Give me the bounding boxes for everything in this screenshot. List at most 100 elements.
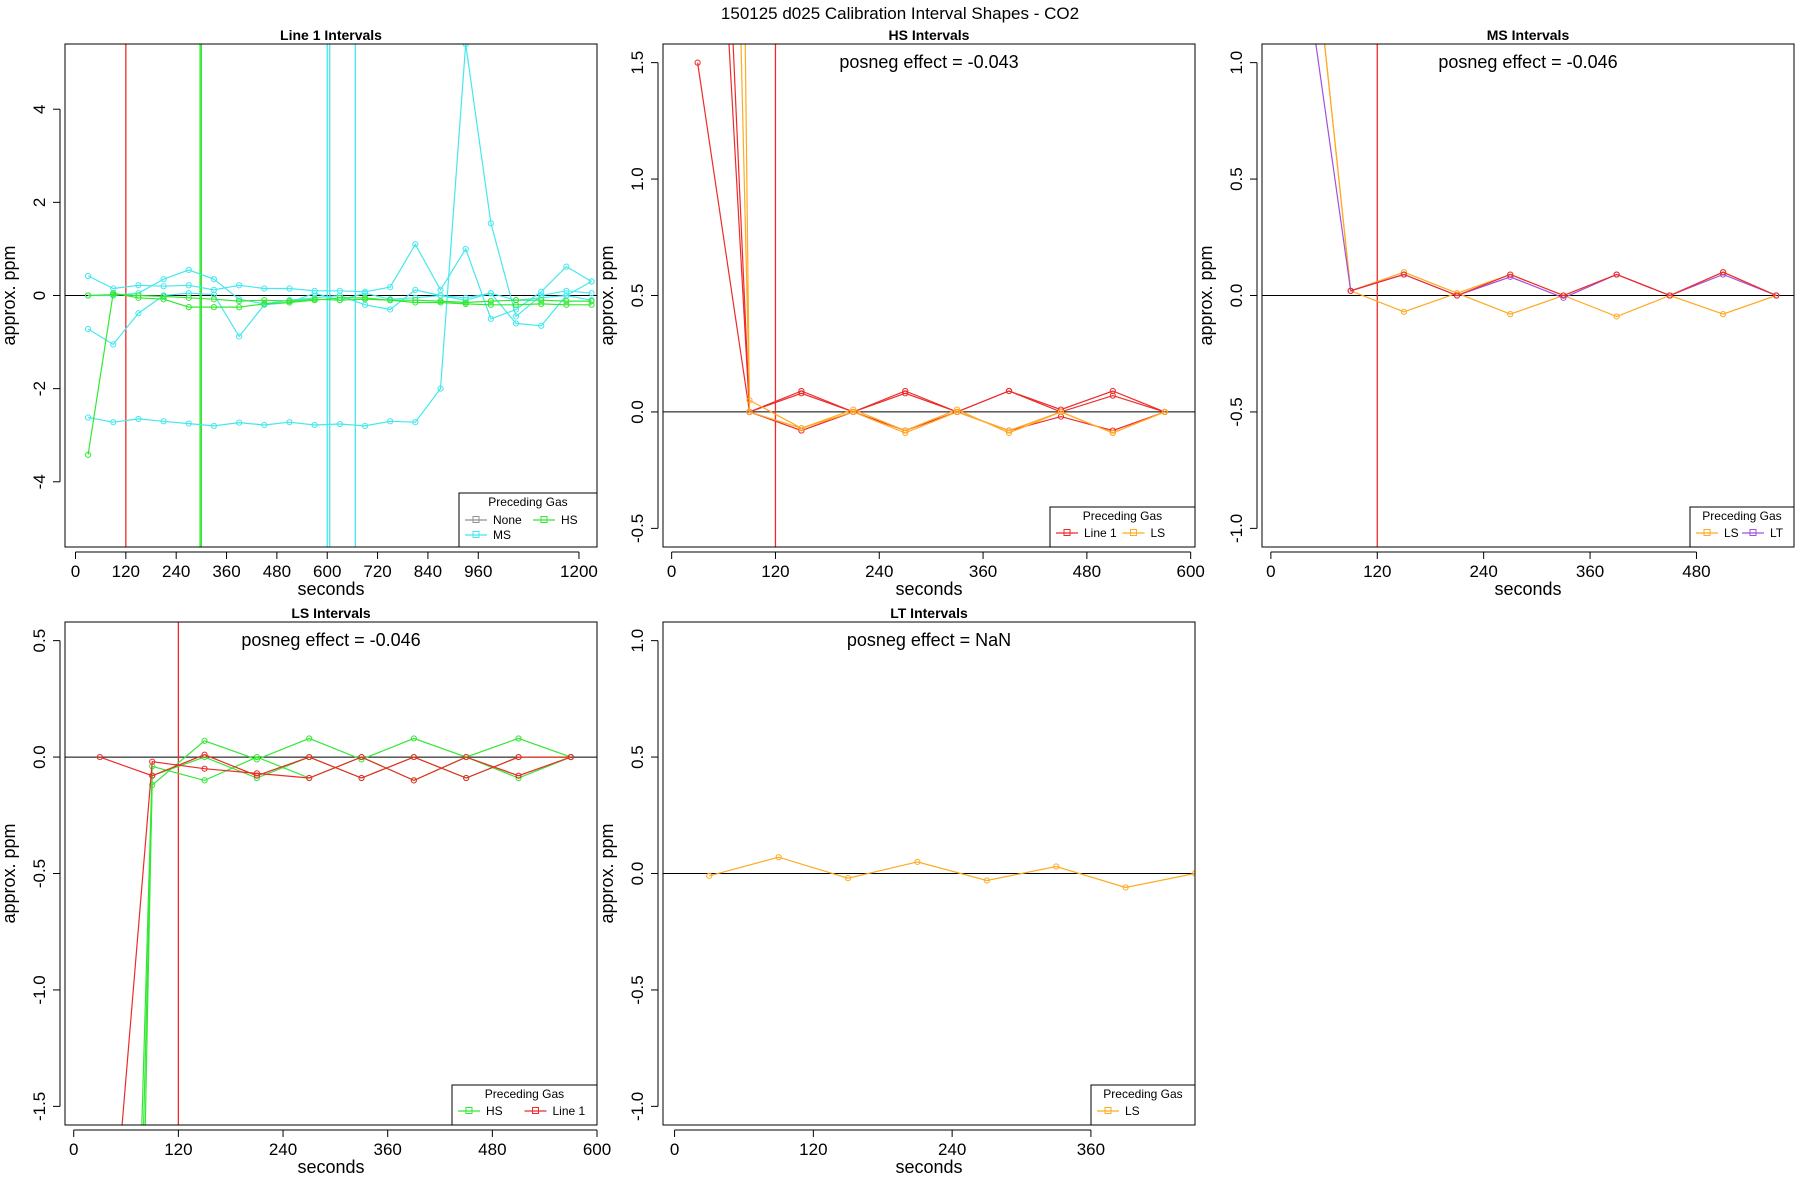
data-point [253,753,260,761]
data-point [185,304,192,311]
y-tick-label: -2 [30,381,49,396]
plot-area [65,622,597,1125]
panel-title: Line 1 Intervals [280,27,382,43]
y-axis-label: approx. ppm [0,245,19,345]
data-point [160,283,167,290]
data-point [410,777,417,784]
data-point [135,292,142,299]
series-ms [84,266,595,313]
legend-item-hs: HS [533,513,578,527]
data-point [185,290,192,297]
legend-item-label: Line 1 [1084,526,1117,540]
data-point [185,420,192,427]
y-tick-label: 0.0 [628,862,647,886]
data-point [160,293,167,300]
data-point [1453,292,1461,299]
data-point [306,735,313,742]
data-point [84,451,92,458]
y-tick-label: 1.0 [628,629,647,653]
data-point [538,300,545,307]
data-point [1057,413,1065,420]
x-tick-label: 360 [1077,1140,1105,1159]
data-point [261,297,268,304]
series-hs [141,753,574,1125]
panel-ms: MS Intervals 0 120 240 360 480 seconds -1.0 -0.5… [1196,27,1795,599]
legend-swatch-marker [465,1107,473,1114]
data-point [487,220,494,227]
series-line [88,293,592,304]
data-point [358,774,365,782]
data-point [84,325,92,333]
x-tick-label: 240 [269,1140,297,1159]
data-point [311,290,318,297]
data-point [412,297,419,304]
data-point [84,414,92,421]
data-point [983,877,990,884]
plot-area [663,44,1195,547]
panel-hs: HS Intervals 0 120 240 360 480 600 seconds -0.5 0… [597,27,1205,599]
legend: Preceding Gas Line 1 LS [1049,506,1196,548]
y-tick-label: 4 [30,104,49,113]
x-tick-label: 480 [478,1140,506,1159]
x-tick-label: 480 [1682,562,1710,581]
legend-item-ls: LS [1097,1104,1140,1118]
plot-area [65,44,597,547]
legend-swatch-marker [540,516,548,523]
series-line-1 [96,751,574,782]
data-point [463,753,470,761]
data-point [210,286,218,294]
x-tick-label: 600 [1176,562,1204,581]
data-point [515,772,522,779]
legend-title: Preceding Gas [1103,1087,1182,1101]
series-ls [1323,44,1780,320]
series-line [740,44,1165,434]
series-line [732,44,1165,413]
series-lt [1315,44,1780,301]
y-tick-label: -1.5 [30,1092,49,1121]
data-point [487,301,494,308]
legend-swatch-marker [1749,529,1757,536]
data-point [135,310,142,317]
legend-item-label: Line 1 [553,1104,586,1118]
data-point [567,753,574,761]
series-line-1 [1347,269,1780,299]
posneg-effect-label: posneg effect = -0.046 [241,630,420,650]
data-point [311,296,318,303]
data-point [538,288,545,295]
data-point [902,390,909,397]
data-point [361,422,369,430]
legend-box [1049,506,1196,548]
legend-item-label: LS [1151,526,1166,540]
y-axis-label: approx. ppm [1196,245,1216,345]
data-point [844,875,852,882]
data-point [185,282,192,289]
x-axis-label: seconds [895,1157,962,1177]
series-hs [144,753,574,1125]
y-tick-label: 0.0 [30,745,49,769]
y-tick-label: -0.5 [628,514,647,543]
x-tick-label: 120 [1363,562,1391,581]
data-point [261,421,268,429]
data-point [437,385,444,392]
y-tick-label: 0.5 [628,284,647,308]
data-point [902,429,909,436]
y-tick-label: 0.5 [628,745,647,769]
data-point [201,765,208,772]
series-line-1 [694,59,1168,416]
x-tick-label: 120 [112,562,140,581]
data-point [160,418,167,425]
plot-area [663,854,1195,891]
data-point [361,290,369,297]
y-tick-label: -0.5 [30,859,49,888]
legend-item-line-1: Line 1 [1056,526,1117,540]
data-point [512,297,520,304]
data-point [746,408,753,416]
legend-item-ms: MS [465,528,511,542]
data-point [1109,429,1116,436]
plot-frame [1261,43,1795,548]
posneg-effect-label: posneg effect = -0.043 [839,52,1018,72]
legend-item-none: None [465,513,522,527]
posneg-effect-label: posneg effect = NaN [847,630,1011,650]
data-point [1507,311,1514,318]
data-point [512,313,520,320]
